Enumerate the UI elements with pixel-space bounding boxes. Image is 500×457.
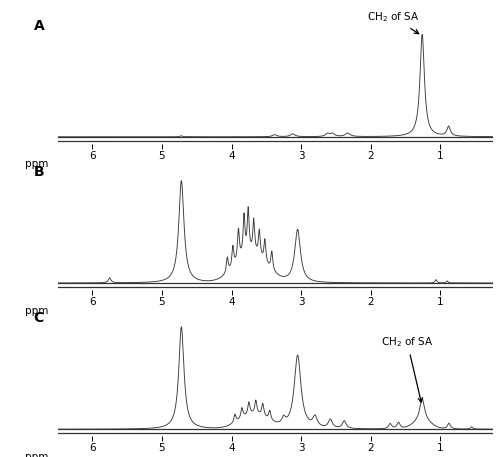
Text: B: B xyxy=(34,165,44,179)
Text: ppm: ppm xyxy=(25,452,48,457)
Text: ppm: ppm xyxy=(25,306,48,315)
Text: $\mathregular{CH_2}$ of SA: $\mathregular{CH_2}$ of SA xyxy=(381,335,434,402)
Text: $\mathregular{CH_2}$ of SA: $\mathregular{CH_2}$ of SA xyxy=(367,11,420,34)
Text: C: C xyxy=(34,311,44,325)
Text: ppm: ppm xyxy=(25,159,48,169)
Text: A: A xyxy=(34,19,44,32)
